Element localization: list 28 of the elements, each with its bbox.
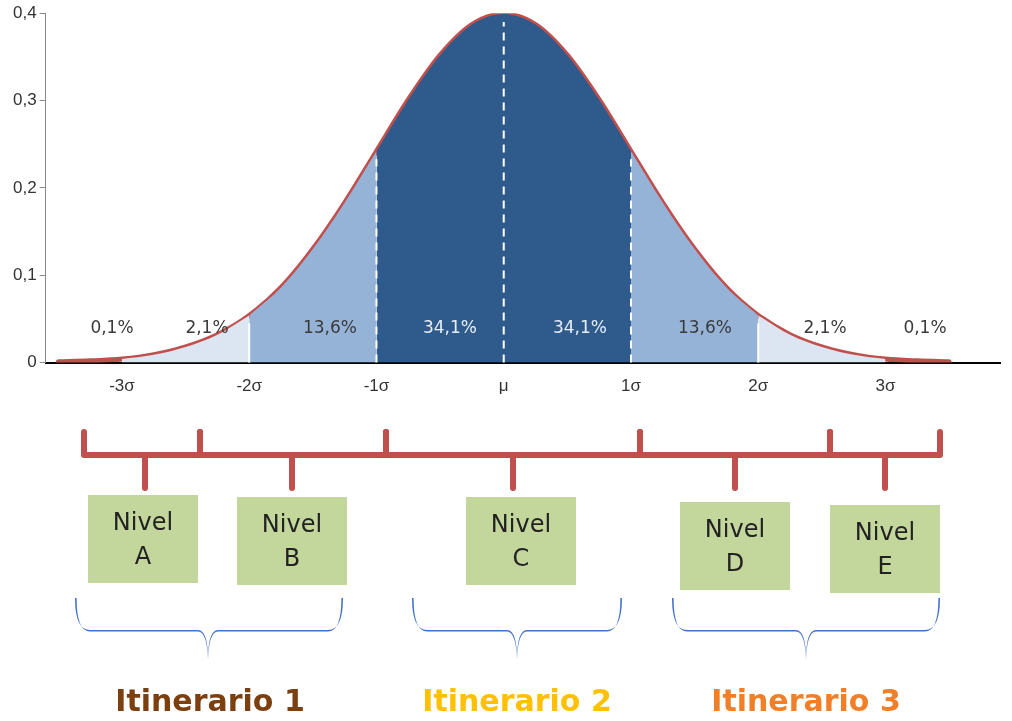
annotation: 0,1% [903, 317, 947, 337]
text: Itinerario 1 [115, 683, 305, 718]
annotation: 0,1% [90, 317, 134, 337]
annotation: 2,1% [185, 317, 229, 337]
x-tick-label: 2σ [748, 376, 769, 396]
y-tick-label: 0,2 [12, 177, 37, 197]
text: Nivel E [853, 517, 917, 582]
annotation: 34,1% [422, 317, 478, 337]
x-tick-label: μ [498, 376, 509, 396]
x-tick-label: -1σ [363, 376, 390, 396]
annotation: 13,6% [677, 317, 733, 337]
annotation: 34,1% [552, 317, 608, 337]
text: Itinerario 2 [422, 683, 612, 718]
x-tick-label: -2σ [236, 376, 263, 396]
y-tick-label: 0,1 [12, 264, 37, 284]
y-tick-label: 0,4 [12, 2, 37, 22]
x-tick-label: 3σ [875, 376, 896, 396]
annotation: 13,6% [302, 317, 358, 337]
x-tick-label: 1σ [621, 376, 642, 396]
annotation: 2,1% [803, 317, 847, 337]
y-tick-label: 0,3 [12, 90, 37, 110]
x-tick-label: -3σ [109, 376, 136, 396]
text: Nivel D [703, 514, 767, 579]
text: Nivel B [260, 509, 324, 574]
text: Nivel C [489, 509, 553, 574]
y-tick-label: 0 [27, 352, 37, 372]
text: Nivel A [111, 507, 175, 572]
text: Itinerario 3 [711, 683, 901, 718]
